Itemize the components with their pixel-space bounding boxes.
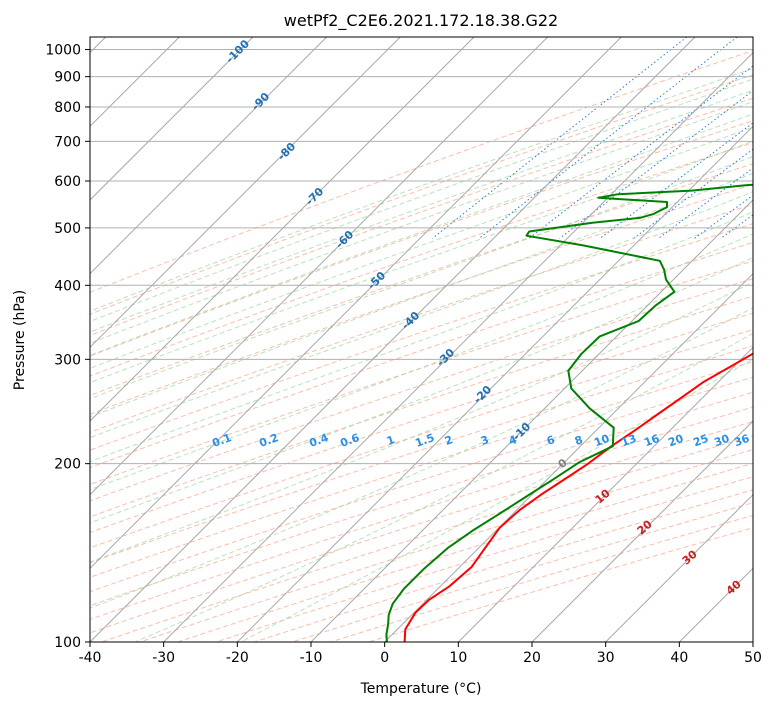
- dewpoint-profile: [385, 183, 753, 642]
- mixing-ratio-label: 16: [642, 432, 661, 450]
- x-tick-label: 10: [449, 650, 467, 666]
- x-tick-label: 20: [523, 650, 541, 666]
- y-tick-label: 600: [54, 174, 81, 190]
- mixing-ratio-line: [478, 37, 738, 239]
- y-tick-label: 1000: [45, 43, 81, 59]
- isotherm: [90, 37, 549, 496]
- y-axis-label: Pressure (hPa): [12, 290, 28, 390]
- mixing-ratio-label: 0.6: [338, 431, 361, 450]
- mixing-ratio-label: 13: [619, 432, 638, 449]
- isotherm: [310, 199, 753, 642]
- x-tick-label: 40: [670, 650, 688, 666]
- isotherm: [90, 37, 696, 642]
- x-tick-label: -10: [300, 650, 323, 666]
- dry-adiabat: [90, 241, 753, 469]
- mixing-ratio-label: 6: [545, 433, 557, 448]
- dry-adiabat: [90, 295, 753, 518]
- isotherm: [90, 37, 254, 201]
- dry-adiabat: [90, 97, 753, 337]
- mixing-ratio-label: 3: [479, 433, 491, 448]
- mixing-ratio-line: [559, 90, 753, 239]
- y-tick-label: 200: [54, 457, 81, 473]
- isotherm: [90, 37, 622, 570]
- isotherm: [90, 37, 475, 422]
- mixing-ratio-label: 0.2: [257, 431, 280, 450]
- dry-adiabat: [90, 50, 753, 293]
- isotherm: [457, 346, 753, 642]
- moist-adiabat: [90, 78, 753, 323]
- isotherm: [531, 420, 753, 642]
- y-tick-label: 100: [54, 635, 81, 651]
- dry-adiabat: [90, 376, 753, 593]
- x-tick-label: 0: [380, 650, 389, 666]
- dry-adiabat: [90, 345, 753, 564]
- temperature-profile: [403, 352, 753, 642]
- dry-adiabat: [90, 391, 753, 607]
- isotherm: [236, 125, 753, 642]
- moist-adiabat: [90, 140, 753, 384]
- isotherm: [605, 493, 753, 642]
- mixing-ratio-label: 1.5: [413, 431, 436, 450]
- mixing-ratio-label: 36: [732, 432, 751, 450]
- y-tick-label: 400: [54, 278, 81, 294]
- mixing-ratio-label: 0.1: [210, 431, 233, 450]
- isotherm: [90, 37, 401, 349]
- dry-adiabat: [90, 223, 753, 451]
- plot-area: [90, 37, 753, 642]
- x-tick-label: -40: [79, 650, 102, 666]
- y-tick-label: 500: [54, 221, 81, 237]
- moist-adiabat: [90, 172, 753, 418]
- mixing-ratio-label: 4: [507, 433, 519, 448]
- dry-adiabat: [90, 278, 753, 502]
- moist-adiabat: [90, 211, 753, 463]
- mixing-ratio-label: 30: [712, 432, 731, 450]
- dry-adiabat: [90, 142, 753, 377]
- dry-adiabat: [90, 329, 753, 549]
- x-axis-label: Temperature (°C): [360, 681, 482, 697]
- mixing-ratio-label: 20: [666, 432, 685, 450]
- x-tick-label: -20: [226, 650, 249, 666]
- moist-adiabat: [90, 67, 753, 312]
- y-tick-label: 900: [54, 70, 81, 86]
- mixing-ratio-label: 8: [573, 433, 585, 448]
- mixing-ratio-label: 10: [592, 432, 611, 450]
- skewed-isotherms: [90, 37, 753, 642]
- isotherm: [384, 272, 753, 642]
- axes: -40 -30 -20 -10 0 10 20 30 40 5010020030040050060…: [45, 43, 762, 666]
- dry-adiabat: [90, 312, 753, 534]
- gridlines: [90, 49, 753, 642]
- isotherm: [90, 37, 328, 275]
- isotherm: [163, 51, 753, 642]
- mixing-ratio-label: 1: [385, 433, 397, 448]
- chart-title: wetPf2_C2E6.2021.172.18.38.G22: [284, 11, 558, 31]
- mixing-ratio-label: 25: [691, 432, 710, 449]
- moist-adiabat: [90, 256, 753, 524]
- plot-frame: [89, 36, 754, 643]
- y-tick-label: 800: [54, 100, 81, 116]
- y-tick-label: 700: [54, 134, 81, 150]
- mixing-ratio-label: 2: [443, 433, 455, 448]
- sounding-profiles: [385, 183, 753, 642]
- x-tick-label: -30: [152, 650, 175, 666]
- mixing-ratio-line: [658, 167, 753, 239]
- dry-adiabat: [90, 361, 753, 578]
- x-tick-label: 50: [744, 650, 762, 666]
- mixing-ratio-label: 0.4: [307, 431, 330, 450]
- moist-adiabat: [90, 101, 753, 344]
- moist-adiabat: [90, 307, 753, 609]
- x-tick-label: 30: [597, 650, 615, 666]
- y-tick-label: 300: [54, 352, 81, 368]
